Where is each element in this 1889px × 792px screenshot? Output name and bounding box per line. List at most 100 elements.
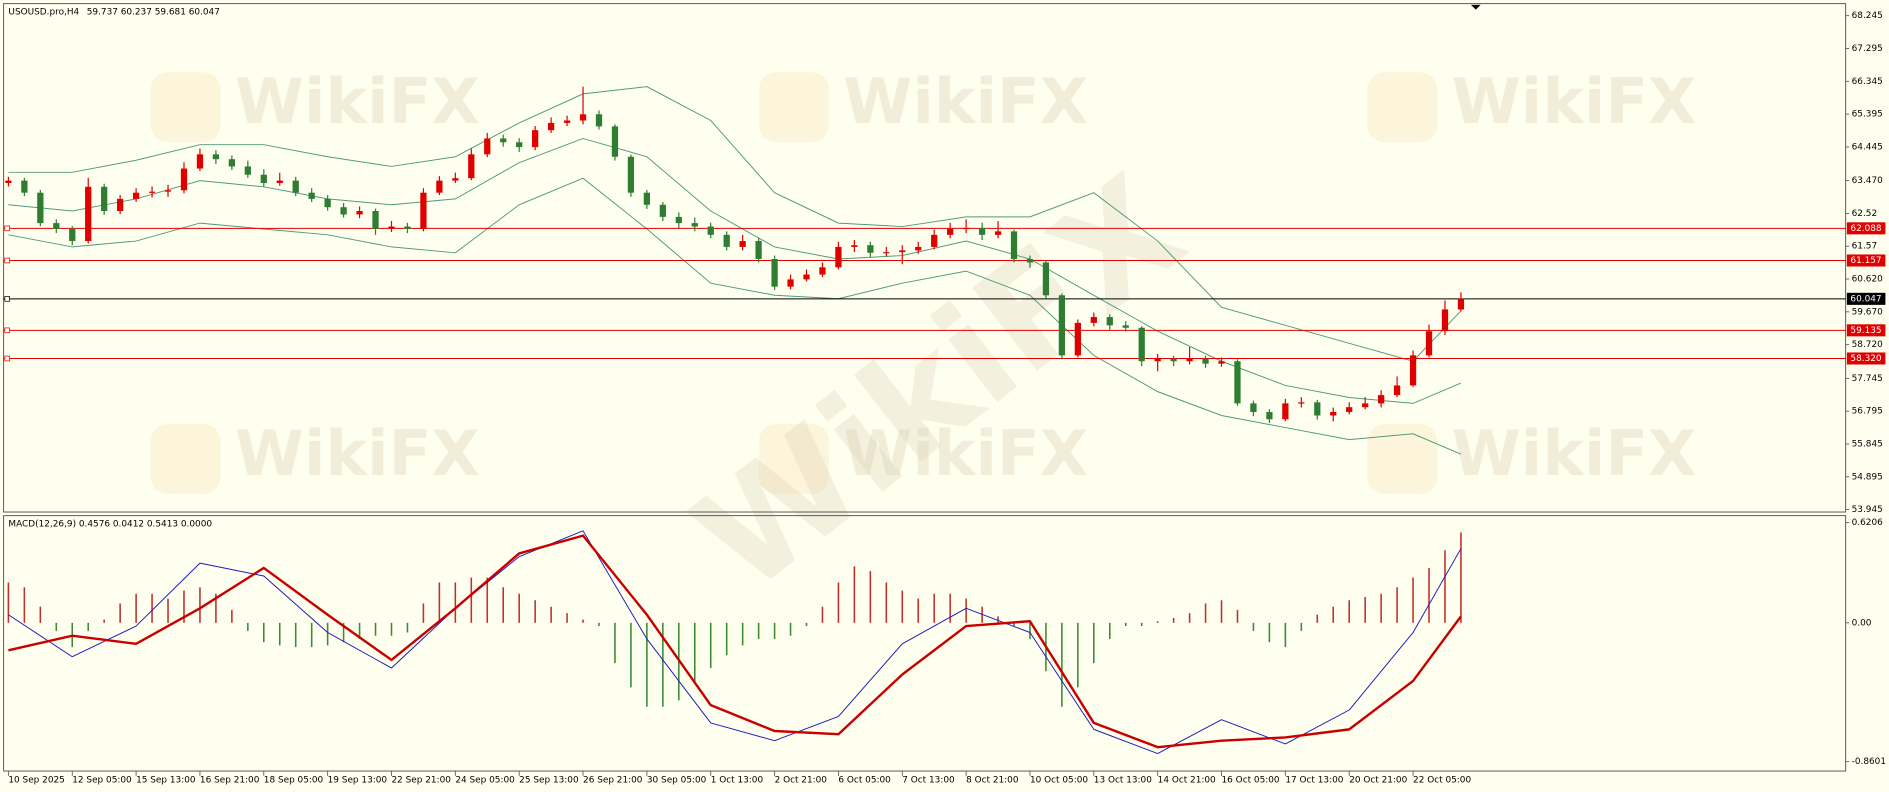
plot: 62.088 61.157 60.047 59.135 58.320 10 Sep 202…: [3, 11, 1886, 786]
watermark: WikiFX: [1452, 65, 1697, 138]
candle-body: [388, 226, 395, 229]
candle-body: [1266, 412, 1273, 420]
candle-body: [324, 198, 331, 208]
y-tick-label: 53.945: [1852, 505, 1883, 515]
candle-body: [1170, 358, 1177, 362]
level-label-box: [1846, 292, 1886, 305]
candle-body: [915, 246, 922, 251]
candle-body: [1425, 331, 1433, 356]
candle-body: [117, 198, 124, 211]
candle-body: [1202, 358, 1209, 364]
candle-body: [547, 122, 555, 131]
y-tick-label: 68.245: [1852, 11, 1883, 21]
watermark: WikiFX: [1452, 417, 1697, 490]
candle-body: [228, 159, 236, 167]
candle-body: [931, 234, 938, 247]
bollinger-band: [8, 137, 1462, 404]
x-tick-label: 22 Oct 05:00: [1413, 776, 1471, 786]
candle-body: [994, 231, 1002, 235]
candle-body: [1010, 231, 1018, 260]
watermark: WikiFX: [235, 417, 480, 490]
candle-body: [372, 210, 379, 229]
y-tick-label: -0.8601: [1852, 757, 1886, 767]
level-anchor: [4, 355, 10, 362]
level-label-box: [1846, 324, 1886, 337]
y-tick-label: 65.395: [1852, 110, 1883, 120]
candle-body: [85, 186, 92, 242]
candle-body: [452, 178, 459, 181]
level-label: 61.157: [1850, 256, 1881, 266]
candle-body: [659, 204, 666, 217]
y-tick-label: 0.00: [1852, 618, 1872, 628]
candle-body: [1346, 407, 1353, 413]
candle-body: [675, 216, 682, 224]
candle-body: [1218, 361, 1225, 364]
ohlc-label: 59.737 60.237 59.681 60.047: [87, 8, 220, 18]
x-tick-label: 20 Oct 21:00: [1349, 776, 1407, 786]
candle-body: [851, 245, 858, 247]
x-tick-label: 15 Sep 13:00: [136, 776, 196, 786]
candle-body: [1362, 403, 1369, 408]
candle-body: [292, 180, 299, 193]
x-tick-label: 2 Oct 21:00: [775, 776, 828, 786]
y-tick-label: 64.445: [1852, 142, 1883, 152]
symbol-title: USOUSD.pro,H4: [8, 8, 79, 18]
y-tick-label: 61.57: [1852, 242, 1878, 252]
level-anchor: [4, 225, 10, 232]
candle-body: [1106, 317, 1113, 326]
price-pane: [3, 3, 1847, 513]
bollinger-band: [8, 86, 1462, 362]
x-tick-label: 13 Oct 13:00: [1094, 776, 1152, 786]
candle-body: [723, 234, 730, 247]
x-tick-label: 1 Oct 13:00: [711, 776, 764, 786]
candle-body: [771, 259, 778, 287]
macd-title: MACD(12,26,9) 0.4576 0.0412 0.5413 0.000…: [8, 520, 212, 530]
y-tick-label: 57.745: [1852, 374, 1883, 384]
candle-body: [803, 274, 810, 280]
candle-body: [53, 223, 60, 229]
candle-body: [340, 207, 347, 215]
candle-body: [1314, 402, 1321, 416]
candle-body: [500, 138, 507, 143]
candle-body: [867, 245, 874, 253]
x-tick-label: 12 Sep 05:00: [72, 776, 132, 786]
level-anchor: [4, 296, 10, 302]
watermark-logo: [150, 424, 221, 494]
watermark-logo: [150, 72, 221, 143]
candle-body: [1026, 259, 1034, 263]
level-anchor: [4, 257, 10, 264]
candle-body: [1234, 361, 1241, 404]
y-tick-label: 58.720: [1852, 340, 1883, 350]
candle-body: [627, 156, 635, 193]
shift-marker: [1470, 4, 1481, 10]
candle-body: [819, 267, 826, 275]
watermark-logo: [758, 72, 829, 143]
candle-body: [1441, 309, 1449, 332]
x-tick-label: 6 Oct 05:00: [838, 776, 891, 786]
x-tick-label: 26 Sep 21:00: [583, 776, 643, 786]
candle-body: [420, 192, 427, 229]
x-tick-label: 10 Oct 05:00: [1030, 776, 1088, 786]
candle-body: [1122, 325, 1129, 328]
y-tick-label: 63.470: [1852, 176, 1883, 186]
candle-body: [101, 186, 108, 211]
candle-body: [563, 120, 571, 123]
candle-body: [21, 180, 28, 193]
candle-body: [436, 180, 443, 193]
candle-body: [1186, 358, 1193, 362]
candle-body: [962, 227, 970, 230]
y-tick-label: 59.670: [1852, 307, 1883, 317]
y-tick-label: 67.295: [1852, 44, 1883, 54]
y-tick-label: 62.52: [1852, 209, 1878, 219]
y-tick-label: 54.895: [1852, 472, 1883, 482]
candle-body: [1074, 322, 1081, 356]
candle-body: [1090, 317, 1097, 323]
candle-body: [1138, 327, 1145, 362]
x-tick-label: 16 Sep 21:00: [200, 776, 260, 786]
watermark: WikiFX: [843, 65, 1088, 138]
candle-body: [883, 252, 890, 254]
x-tick-label: 24 Sep 05:00: [455, 776, 515, 786]
level-label: 60.047: [1850, 294, 1881, 304]
y-tick-label: 56.795: [1852, 407, 1883, 417]
candle-body: [1282, 403, 1289, 420]
